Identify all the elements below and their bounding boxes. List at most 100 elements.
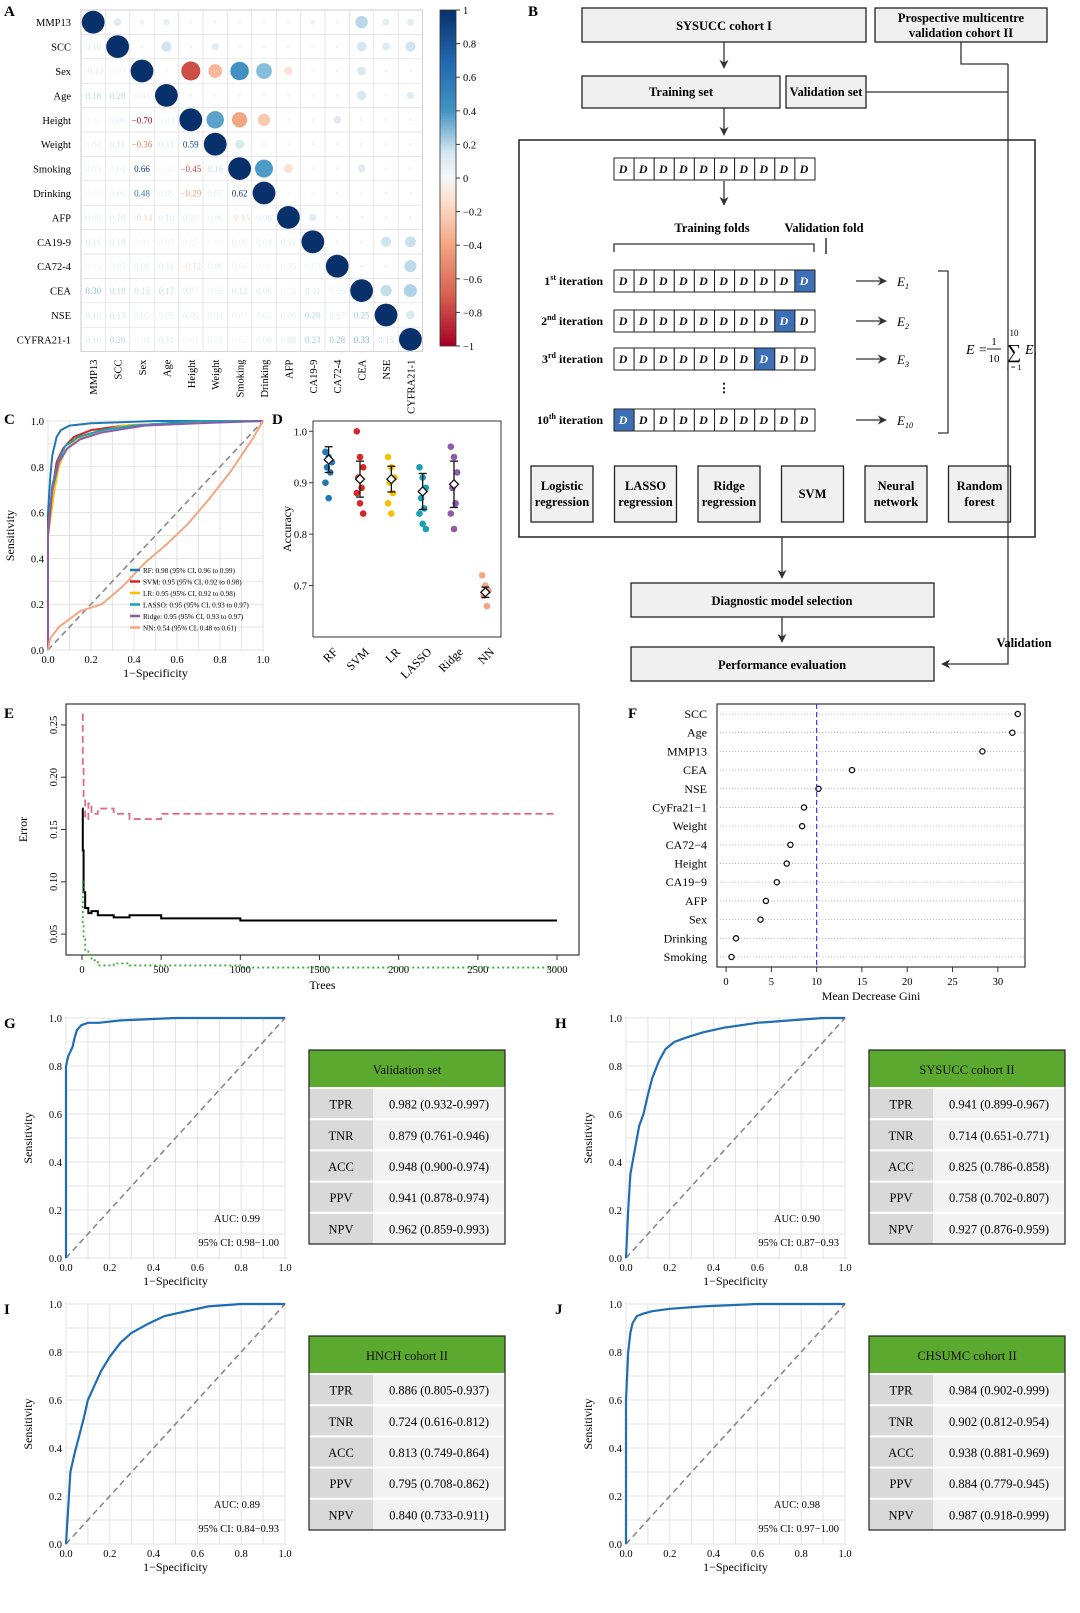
corr-circle [163,18,170,26]
iter2-fold-label: D [638,314,648,328]
diagonal-reference [47,420,264,651]
performance-box [630,646,935,682]
data-point [359,463,367,471]
model-name-line1: Neural [878,479,915,493]
corr-circle [130,59,154,83]
corr-circle [403,284,417,298]
table-cell-value [373,1467,505,1499]
corr-circle [359,118,364,122]
all-fold-cell [794,157,816,181]
corr-circle [106,35,129,58]
roc-comparison-chart: 0.00.0 0.2 0.2 0.4 0.4 0.6 0.6 0.8 0.8 1.0 1.0 1−Sp… [3,417,270,680]
corr-value: −0.15 [229,213,250,223]
legend-label: SVM: 0.95 (95% CI, 0.92 to 0.98) [143,579,242,587]
data-point [322,479,329,487]
corr-value: −0.29 [180,189,201,199]
corr-circle [408,215,413,220]
col-label: MMP13 [89,360,100,395]
colorbar-tick-label: −0.4 [463,241,483,252]
corr-circle [311,191,315,195]
row-label: Smoking [33,165,72,176]
panel-label-a: A [4,4,15,20]
corr-circle [311,93,315,98]
x-tick-label: 0.0 [619,1263,632,1274]
table-cell-metric [869,1119,933,1151]
corr-value: 0.02 [207,237,223,247]
error-label: E2 [896,314,909,331]
y-axis-title: Sensitivity [581,1398,595,1449]
iteration-sup: th [549,412,557,421]
table-frame [868,1335,1066,1531]
x-tick-label: 1.0 [838,1263,851,1274]
data-point [388,510,395,517]
corr-circle [311,118,315,122]
corr-circle [237,20,242,24]
iter1-fold-label: D [678,274,688,288]
corr-value: 0.06 [110,189,126,199]
corr-circle [357,164,366,173]
metric-value: 0.982 (0.932-0.997) [389,1098,489,1112]
colorbar-tick-label: 1 [463,6,468,17]
corr-value: 0.03 [232,311,248,321]
mean-marker [385,473,397,485]
auc-label: AUC: 0.89 [214,1500,260,1511]
x-tick-label: 10 [811,977,822,988]
x-tick-label: 0.4 [147,1263,161,1274]
colorbar-ticks: 1 0.8 0.6 0.4 0.2 0 −0.2 −0.4 −0.6 −0.8 −1 [456,6,483,353]
corr-value: 0.10 [183,213,199,223]
iter1-fold-label: D [618,274,628,288]
x-tick-label: 0.6 [170,655,183,666]
iter4-fold-label: D [658,413,668,427]
row-label: CEA [50,287,71,298]
x-axis-title: 1−Specificity [123,666,188,680]
y-tick-label: 0.05 [49,925,60,943]
iteration-word: iteration [556,413,603,427]
data-point [420,505,428,512]
corr-value: −0.36 [132,140,153,150]
corr-circle [310,19,316,25]
iteration-label: 2nd iteration [541,313,603,328]
table-cell-metric [869,1212,933,1244]
table-frame [308,1335,506,1531]
iter3-fold-label: D [758,352,768,366]
corr-circle [164,69,169,73]
table-title: Validation set [373,1063,442,1077]
x-tick-label: 0.6 [751,1549,764,1560]
iter1-fold-label: D [698,274,708,288]
corr-circle [380,284,392,297]
cohort2-text-1: Prospective multicentre [898,11,1025,25]
formula-term: E [1024,343,1034,358]
table-cell-value [373,1150,505,1182]
table-cell-value [373,1088,505,1120]
y-tick-label: 1.0 [294,427,307,438]
iter2-fold-label: D [758,314,768,328]
iter3-fold-cell [794,347,816,371]
iter4-fold-label: D [779,413,789,427]
corr-value: 0.10 [85,42,101,52]
mean-marker [417,486,429,497]
errors-bracket [938,270,949,434]
panel-label-c: C [4,412,15,428]
corr-value: −0.12 [83,67,104,77]
corr-circle [311,166,315,171]
x-tick-label: 1500 [309,965,330,976]
iter4-fold-label: D [718,413,728,427]
x-tick-label: 0.4 [707,1549,721,1560]
y-tick-label: 0.7 [294,582,307,593]
corr-circle [230,61,249,81]
model-boxes: Logistic regression LASSO regression Ridge re… [530,465,1012,523]
corr-value: 0.05 [159,311,175,321]
x-tick-label: 0 [723,977,728,988]
corr-value: 0.15 [378,335,394,345]
iter3-fold-label: D [658,352,668,366]
corr-circle [325,254,349,278]
table-cell-value [373,1212,505,1244]
table-cell-value [373,1498,505,1530]
table-header [308,1049,506,1089]
x-tick-label: 0.2 [84,655,97,666]
corr-circle [384,166,388,171]
row-label: Drinking [33,189,72,200]
model-box [947,465,1012,523]
corr-circle [356,41,367,52]
colorbar-tick-label: −0.8 [463,308,482,319]
